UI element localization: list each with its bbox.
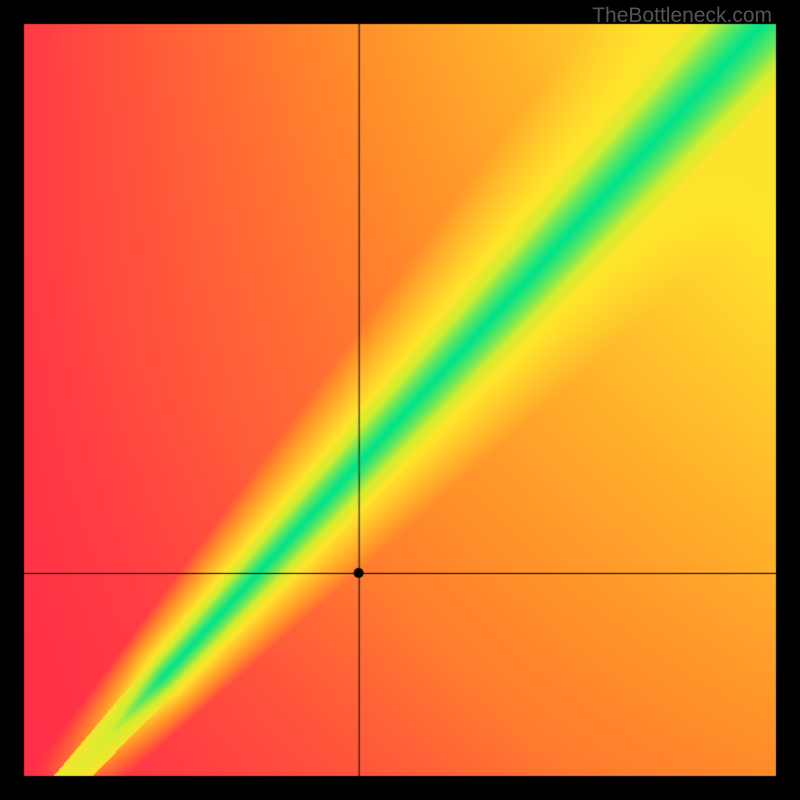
chart-container: TheBottleneck.com [0,0,800,800]
bottleneck-heatmap-canvas [0,0,800,800]
watermark-text: TheBottleneck.com [592,4,772,28]
